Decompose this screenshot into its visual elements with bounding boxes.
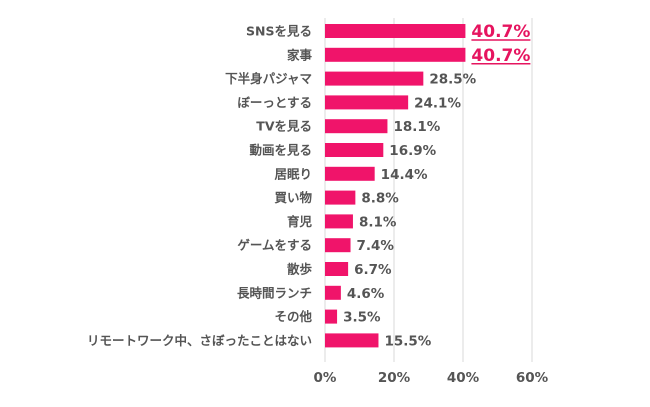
category-label: ゲームをする [237,238,312,253]
category-label: ぼーっとする [237,95,312,110]
bar-layer [325,24,466,348]
category-label: 育児 [287,214,313,229]
bar [325,285,341,300]
highlighted-value-label: 40.7% [471,22,530,42]
x-axis-ticks: 0% 20% 40% 60% [314,370,549,386]
bar [325,166,375,181]
category-label: SNSを見る [246,24,312,39]
bar [325,143,384,157]
x-tick-label: 40% [447,370,480,386]
x-tick-label: 60% [516,370,549,386]
highlighted-value-label: 40.7% [471,46,530,66]
bar [325,119,388,134]
bar [325,190,356,205]
value-label: 7.4% [357,238,395,254]
value-label: 3.5% [343,310,381,326]
value-label: 6.7% [354,262,392,278]
value-label: 14.4% [381,167,428,183]
category-label: 買い物 [274,190,312,205]
bar [325,95,409,110]
value-label: 8.8% [361,191,399,207]
category-label: 長時間ランチ [237,285,312,300]
x-tick-label: 0% [314,370,337,386]
bar [325,24,466,38]
category-label: TVを見る [256,119,312,134]
category-label: 下半身パジャマ [225,71,312,86]
value-label: 18.1% [393,119,440,135]
x-tick-label: 20% [378,370,411,386]
value-label: 28.5% [429,72,476,88]
category-label: 居眠り [274,166,312,181]
value-label: 15.5% [384,333,431,349]
value-label: 4.6% [347,286,385,302]
value-label: 16.9% [389,143,436,159]
bar [325,238,351,253]
value-label: 8.1% [359,214,397,230]
bar [325,333,379,348]
label-layer: SNSを見る 40.7% 家事 40.7% 下半身パジャマ 28.5% ぼーっとする 24.1… [87,22,530,349]
value-label: 24.1% [414,95,461,111]
category-label: 家事 [287,47,313,62]
bar [325,71,424,86]
category-label: その他 [274,309,312,324]
bar [325,262,349,276]
category-label: 散歩 [287,262,313,277]
bar [325,214,353,229]
category-label: 動画を見る [249,143,312,158]
bar [325,309,338,324]
category-label: リモートワーク中、さぼったことはない [87,333,312,348]
bar [325,47,466,62]
